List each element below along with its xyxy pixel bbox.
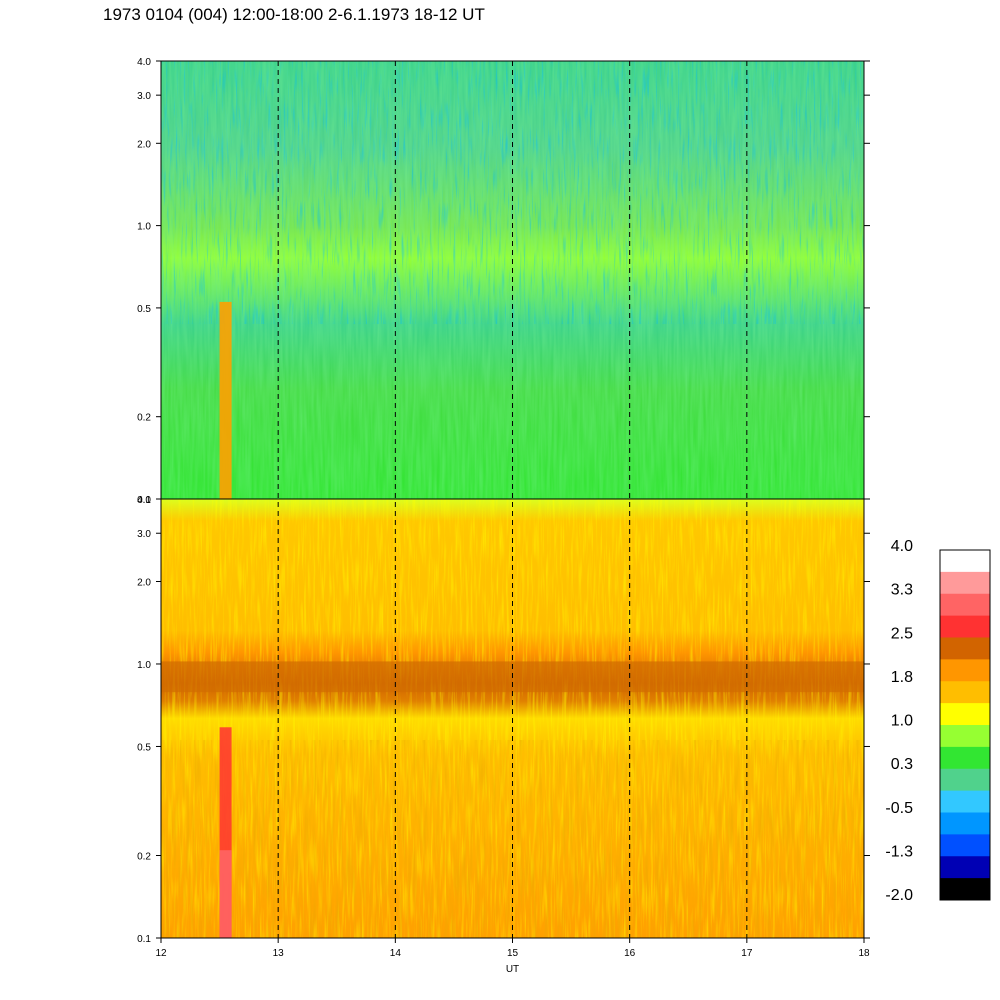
y-tick-label: 3.0 xyxy=(137,91,151,102)
y-tick-label: 0.5 xyxy=(137,742,151,753)
colorbar-swatch xyxy=(940,659,990,682)
x-axis-label: UT xyxy=(506,964,519,975)
colorbar-label: 1.8 xyxy=(891,669,913,686)
colorbar-label: 1.0 xyxy=(891,713,913,730)
y-tick-label: 4.0 xyxy=(137,495,151,506)
y-tick-label: 0.2 xyxy=(137,413,151,424)
y-tick-label: 0.1 xyxy=(137,495,151,506)
y-tick-label: 1.0 xyxy=(137,222,151,233)
x-tick-label: 13 xyxy=(273,948,285,959)
colorbar-label: -1.3 xyxy=(885,843,913,860)
colorbar-swatch xyxy=(940,768,990,792)
colorbar-swatch xyxy=(940,812,990,835)
colorbar-frame xyxy=(939,549,991,901)
x-tick-label: 17 xyxy=(741,948,753,959)
colorbar-label: 4.0 xyxy=(891,538,913,555)
colorbar: 4.0 3.3 2.5 1.8 1.0 0.3 -0.5 -1.3 -2.0 xyxy=(885,538,991,904)
colorbar-swatch xyxy=(940,703,990,726)
x-tick-label: 18 xyxy=(858,948,870,959)
x-tick-label: 12 xyxy=(155,948,167,959)
y-tick-label: 2.0 xyxy=(137,139,151,150)
colorbar-swatch xyxy=(940,790,990,813)
colorbar-label: -2.0 xyxy=(885,887,913,904)
colorbar-label: 2.5 xyxy=(891,625,913,642)
colorbar-swatch xyxy=(940,550,990,573)
y-tick-label: 1.0 xyxy=(137,660,151,671)
chart-title: 1973 0104 (004) 12:00-18:00 2-6.1.1973 1… xyxy=(103,5,485,24)
colorbar-swatch xyxy=(940,637,990,660)
y-tick-label: 0.5 xyxy=(137,304,151,315)
colorbar-label: 3.3 xyxy=(891,582,913,599)
colorbar-label: -0.5 xyxy=(885,800,913,817)
colorbar-label: 0.3 xyxy=(891,756,913,773)
colorbar-swatch xyxy=(940,746,990,770)
y-tick-label: 0.1 xyxy=(137,934,151,945)
colorbar-swatch xyxy=(940,878,990,901)
x-tick-label: 14 xyxy=(390,948,402,959)
y-tick-label: 2.0 xyxy=(137,577,151,588)
colorbar-swatch xyxy=(940,834,990,857)
colorbar-swatch xyxy=(940,681,990,704)
colorbar-swatch xyxy=(940,725,990,748)
y-tick-label: 4.0 xyxy=(137,57,151,68)
x-tick-label: 15 xyxy=(507,948,519,959)
colorbar-swatch xyxy=(940,856,990,879)
colorbar-swatch xyxy=(940,571,990,595)
colorbar-swatch xyxy=(940,615,990,638)
y-tick-label: 0.2 xyxy=(137,852,151,863)
colorbar-swatch xyxy=(940,593,990,617)
x-tick-label: 16 xyxy=(624,948,636,959)
y-tick-label: 3.0 xyxy=(137,529,151,540)
